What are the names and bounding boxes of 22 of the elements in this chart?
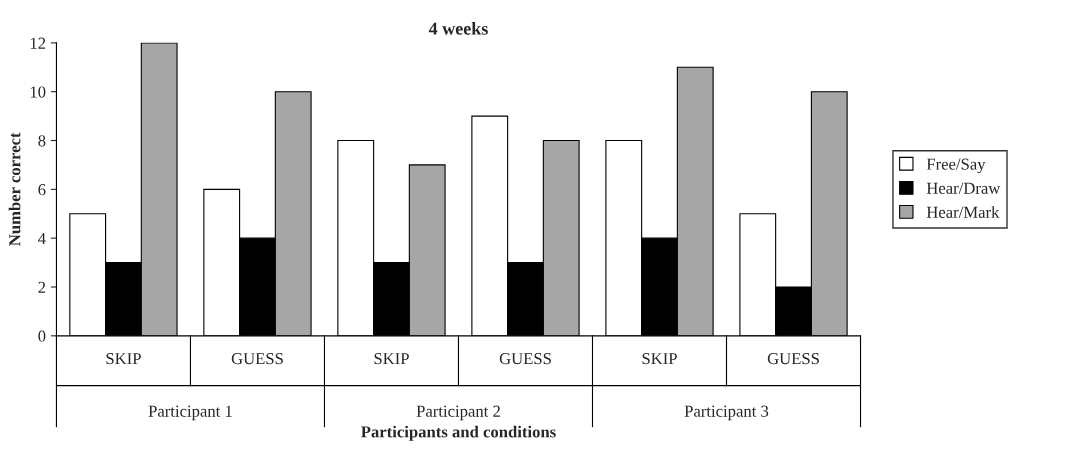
y-tick-label: 6 <box>38 184 46 196</box>
chart-title: 4 weeks <box>428 22 488 35</box>
x-tick-label: GUESS <box>767 353 819 365</box>
legend-label: Hear/Mark <box>926 206 1000 218</box>
x-tick-label: GUESS <box>499 353 551 365</box>
x-tick-label: SKIP <box>106 353 141 365</box>
y-axis-title: Number correct <box>8 132 21 246</box>
y-tick-label: 4 <box>38 232 46 244</box>
y-tick-label: 8 <box>38 135 46 147</box>
legend-label: Free/Say <box>926 158 986 174</box>
y-tick-label: 0 <box>38 330 46 342</box>
y-tick-label: 10 <box>30 86 46 98</box>
text: Participant 2 <box>416 405 500 421</box>
x-tick-label: SKIP <box>642 353 677 365</box>
legend-label: Hear/Draw <box>926 182 1001 194</box>
text: Participant 3 <box>684 405 769 421</box>
y-tick-label: 12 <box>30 37 46 49</box>
x-axis-title: Participants and conditions <box>361 425 556 441</box>
x-tick-label: SKIP <box>374 353 409 365</box>
text: Participant 1 <box>148 405 232 421</box>
x-tick-label: GUESS <box>231 353 283 365</box>
y-tick-label: 2 <box>38 281 46 293</box>
